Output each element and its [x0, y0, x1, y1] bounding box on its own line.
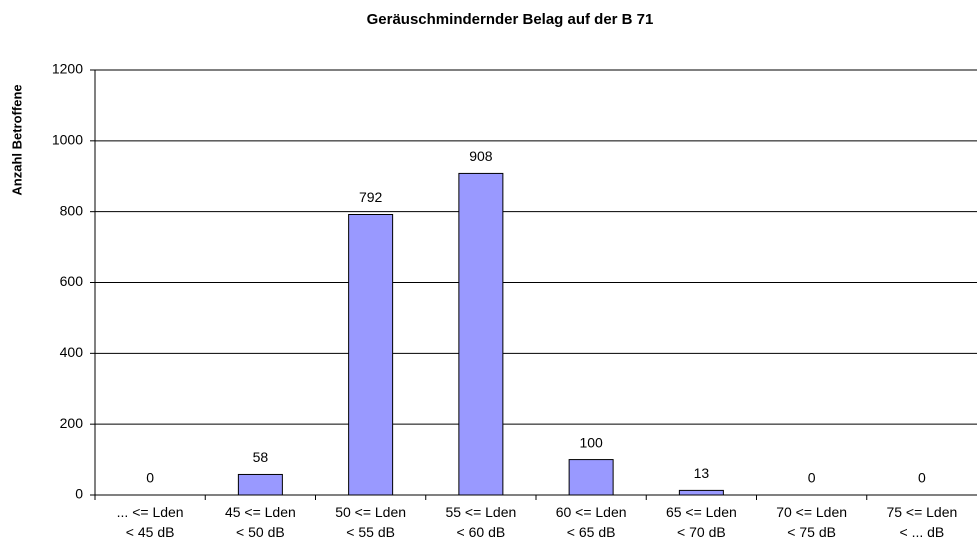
data-label: 908 — [469, 148, 493, 164]
bar — [678, 489, 724, 496]
data-label: 792 — [359, 189, 383, 205]
x-tick-label: 50 <= Lden < 55 dB — [335, 504, 406, 540]
bar — [348, 214, 394, 496]
y-tick-label: 1200 — [52, 61, 83, 77]
bar — [458, 172, 504, 496]
data-label: 0 — [918, 470, 926, 486]
x-tick-label: 60 <= Lden < 65 dB — [556, 504, 627, 540]
data-label: 0 — [146, 470, 154, 486]
data-label: 100 — [579, 434, 603, 450]
chart-title: Geräuschmindernder Belag auf der B 71 — [367, 11, 654, 28]
data-label: 58 — [253, 449, 269, 465]
y-tick-label: 0 — [75, 486, 83, 502]
y-tick-label: 1000 — [52, 132, 83, 148]
x-tick-label: 45 <= Lden < 50 dB — [225, 504, 296, 540]
data-label: 0 — [808, 470, 816, 486]
x-tick-label: ... <= Lden < 45 dB — [117, 504, 184, 540]
bar — [568, 459, 614, 496]
y-tick-label: 800 — [60, 202, 84, 218]
y-tick-label: 600 — [60, 273, 84, 289]
data-label: 13 — [694, 465, 710, 481]
x-tick-label: 65 <= Lden < 70 dB — [666, 504, 737, 540]
x-tick-label: 70 <= Lden < 75 dB — [776, 504, 847, 540]
x-tick-label: 75 <= Lden < ... dB — [886, 504, 957, 540]
y-axis-label: Anzahl Betroffene — [9, 84, 24, 195]
y-tick-label: 400 — [60, 344, 84, 360]
x-tick-label: 55 <= Lden < 60 dB — [445, 504, 516, 540]
y-tick-label: 200 — [60, 415, 84, 431]
bar — [237, 473, 283, 496]
